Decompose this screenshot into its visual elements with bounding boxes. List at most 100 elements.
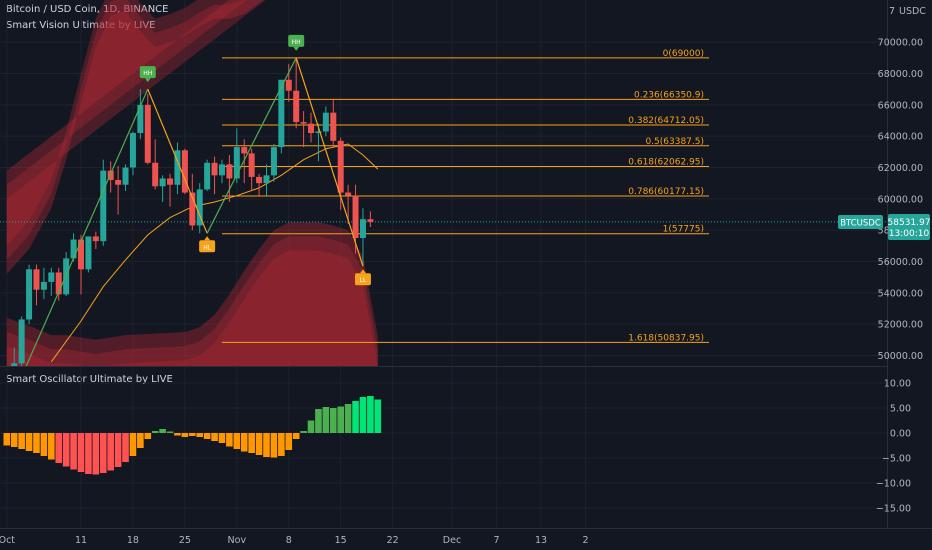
candle bbox=[129, 131, 136, 176]
osc-tick-label: −5.00 bbox=[882, 454, 911, 465]
time-axis: Oct 11 18 25 Nov 8 15 22 Dec 7 13 2 bbox=[0, 535, 589, 546]
oscillator-bar bbox=[48, 433, 55, 460]
candle bbox=[18, 316, 25, 366]
candle bbox=[278, 79, 285, 154]
fib-label: 1(57775) bbox=[663, 225, 704, 235]
osc-tick-label: 10.00 bbox=[884, 379, 911, 390]
candle-body bbox=[144, 104, 151, 163]
oscillator-bar bbox=[270, 433, 278, 458]
oscillator-plot bbox=[3, 396, 382, 475]
moving-average-line bbox=[50, 143, 379, 363]
oscillator-bar bbox=[3, 433, 11, 446]
candle-body bbox=[211, 162, 218, 176]
price-tick-label: 56000.00 bbox=[878, 257, 923, 268]
candle bbox=[293, 57, 300, 129]
time-tick-label: 8 bbox=[286, 535, 292, 546]
axis-currency-label: USDC bbox=[899, 6, 926, 17]
oscillator-bar bbox=[292, 433, 300, 439]
time-tick-label: Oct bbox=[0, 535, 15, 546]
lower-band-layer bbox=[6, 222, 378, 366]
upper-band-layer bbox=[6, 0, 248, 260]
candle bbox=[78, 234, 84, 295]
zigzag-segment bbox=[147, 88, 208, 234]
oscillator-bar bbox=[255, 433, 263, 455]
candle bbox=[315, 123, 322, 162]
lower-band-layer bbox=[6, 236, 378, 366]
fib-label: 0.5(63387.5) bbox=[645, 137, 704, 147]
oscillator-bar bbox=[374, 399, 382, 433]
swing-marker-pointer bbox=[359, 269, 366, 274]
oscillator-bar bbox=[278, 433, 285, 456]
time-tick-label: Dec bbox=[443, 535, 461, 546]
swing-marker-label: HH bbox=[143, 70, 152, 77]
candle bbox=[100, 159, 107, 246]
fib-label: 0.236(66350.9) bbox=[634, 90, 704, 100]
candle-body bbox=[196, 189, 203, 226]
symbol-title: Bitcoin / USD Coin, 1D, BINANCE bbox=[6, 4, 169, 15]
candle bbox=[167, 173, 174, 207]
candle-body bbox=[167, 178, 174, 185]
candle bbox=[345, 184, 352, 224]
oscillator-bar bbox=[92, 433, 100, 475]
candle bbox=[308, 112, 315, 143]
candle-body bbox=[174, 150, 181, 185]
candle bbox=[11, 347, 18, 366]
swing-marker-box bbox=[139, 66, 156, 79]
candle-body bbox=[300, 122, 307, 124]
oscillator-bar bbox=[263, 433, 270, 457]
time-tick-label: 25 bbox=[179, 535, 191, 546]
candle-body bbox=[181, 150, 188, 193]
price-tick-label: 66000.00 bbox=[878, 100, 923, 111]
candle bbox=[218, 159, 225, 184]
candle-body bbox=[293, 90, 300, 123]
oscillator-bar bbox=[344, 404, 352, 433]
oscillator-bar bbox=[315, 409, 322, 433]
candle-body bbox=[226, 164, 233, 179]
oscillator-bar bbox=[10, 433, 18, 447]
candle-body bbox=[367, 219, 374, 222]
candle bbox=[159, 175, 166, 202]
candle bbox=[359, 208, 366, 267]
oscillator-bar bbox=[85, 433, 92, 474]
oscillator-bar bbox=[62, 433, 70, 467]
osc-tick-label: 0.00 bbox=[890, 429, 911, 440]
candle-body bbox=[48, 272, 55, 282]
candle-body bbox=[11, 363, 18, 366]
price-tag-countdown: 13:00:10 bbox=[889, 229, 930, 239]
oscillator-bar bbox=[203, 433, 211, 439]
candle bbox=[263, 164, 270, 196]
price-tick-label: 52000.00 bbox=[878, 320, 923, 331]
candle bbox=[322, 106, 329, 137]
candle bbox=[181, 148, 188, 195]
swing-marker-label: HL bbox=[203, 244, 212, 251]
price-tick-label: 60000.00 bbox=[878, 194, 923, 205]
time-tick-label: 11 bbox=[75, 535, 87, 546]
candle bbox=[270, 143, 277, 182]
swing-marker: HH bbox=[139, 66, 156, 83]
candle-body bbox=[129, 133, 136, 168]
candle-body bbox=[55, 272, 62, 295]
candle-body bbox=[92, 236, 99, 242]
candle-body bbox=[78, 239, 84, 270]
oscillator-bar bbox=[144, 433, 152, 439]
upper-band-layer bbox=[6, 0, 264, 274]
time-tick-label: 22 bbox=[387, 535, 399, 546]
candle-body bbox=[248, 153, 255, 177]
candle-body bbox=[115, 180, 122, 185]
candle bbox=[204, 159, 211, 191]
candle bbox=[248, 148, 255, 191]
time-tick-label: 7 bbox=[493, 535, 499, 546]
candle bbox=[107, 161, 114, 193]
swing-marker-pointer bbox=[204, 236, 211, 241]
price-tag-box bbox=[888, 214, 930, 240]
symbol-tag-box bbox=[838, 215, 883, 229]
candle-body bbox=[26, 269, 33, 320]
swing-marker: HL bbox=[199, 236, 216, 253]
osc-tick-label: −10.00 bbox=[876, 479, 911, 490]
candle-body bbox=[241, 147, 248, 154]
time-tick-label: 2 bbox=[583, 535, 589, 546]
oscillator-bar bbox=[233, 433, 241, 449]
osc-tick-label: 5.00 bbox=[890, 404, 911, 415]
oscillator-bar bbox=[40, 433, 48, 456]
